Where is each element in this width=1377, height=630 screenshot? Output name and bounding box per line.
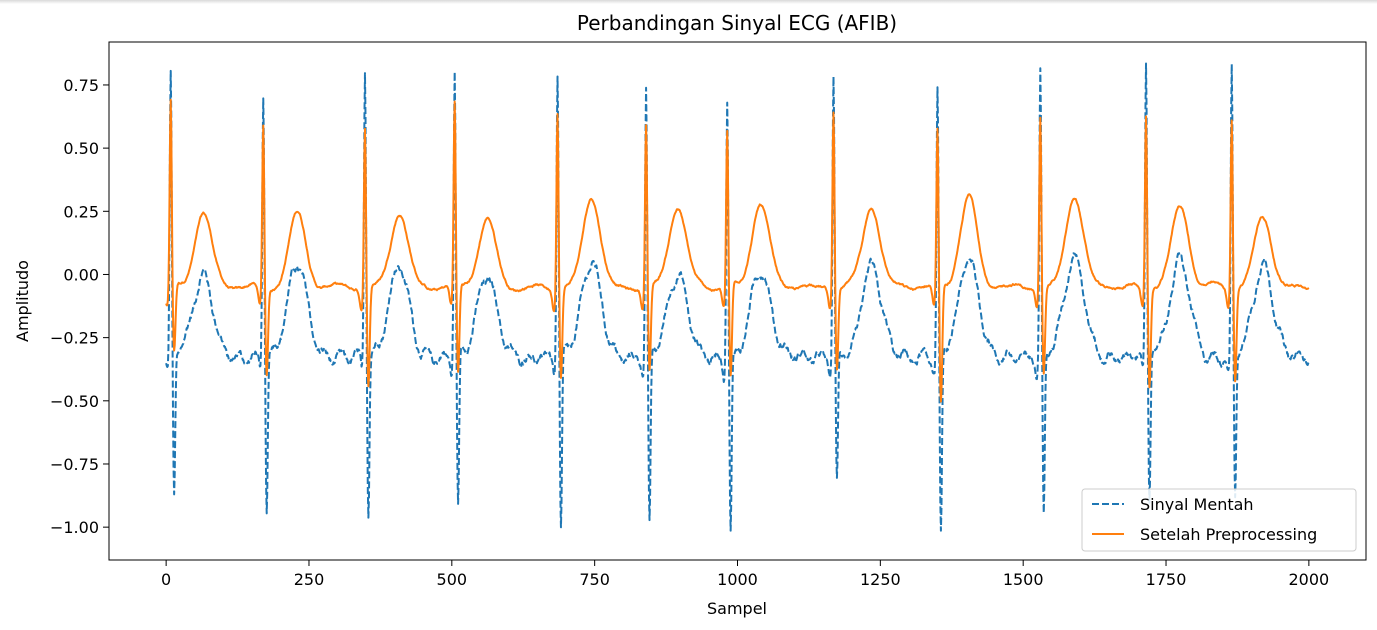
plot-frame <box>108 41 1367 561</box>
y-axis-label: Amplitudo <box>13 260 32 342</box>
x-tick-label: 1000 <box>717 570 758 589</box>
legend-label-clean: Setelah Preprocessing <box>1140 525 1317 544</box>
window-top-edge <box>0 0 1377 4</box>
chart-title: Perbandingan Sinyal ECG (AFIB) <box>577 11 897 35</box>
series-layer <box>165 62 1310 532</box>
y-tick-label: 0.00 <box>63 265 99 284</box>
x-axis: 0 250 500 750 1000 1250 1500 1750 2000 <box>161 560 1329 589</box>
x-tick-label: 2000 <box>1289 570 1330 589</box>
x-tick-label: 1500 <box>1003 570 1044 589</box>
x-tick-label: 500 <box>437 570 468 589</box>
legend: Sinyal Mentah Setelah Preprocessing <box>1081 488 1357 552</box>
series-line-clean <box>165 98 1310 403</box>
x-tick-label: 0 <box>161 570 171 589</box>
x-tick-label: 250 <box>294 570 325 589</box>
y-tick-label: −0.75 <box>50 455 99 474</box>
x-tick-label: 1250 <box>860 570 901 589</box>
y-tick-label: −1.00 <box>50 518 99 537</box>
y-tick-label: 0.50 <box>63 139 99 158</box>
x-tick-label: 1750 <box>1146 570 1187 589</box>
y-tick-label: 0.25 <box>63 202 99 221</box>
y-tick-label: −0.50 <box>50 392 99 411</box>
y-tick-label: −0.25 <box>50 329 99 348</box>
x-axis-label: Sampel <box>707 599 767 618</box>
legend-label-raw: Sinyal Mentah <box>1140 495 1254 514</box>
series-line-raw <box>165 62 1310 532</box>
y-tick-label: 0.75 <box>63 76 99 95</box>
y-axis: 0.75 0.50 0.25 0.00 −0.25 −0.50 −0.75 −1.00 <box>50 76 109 537</box>
legend-box <box>1081 488 1357 552</box>
x-tick-label: 750 <box>579 570 610 589</box>
